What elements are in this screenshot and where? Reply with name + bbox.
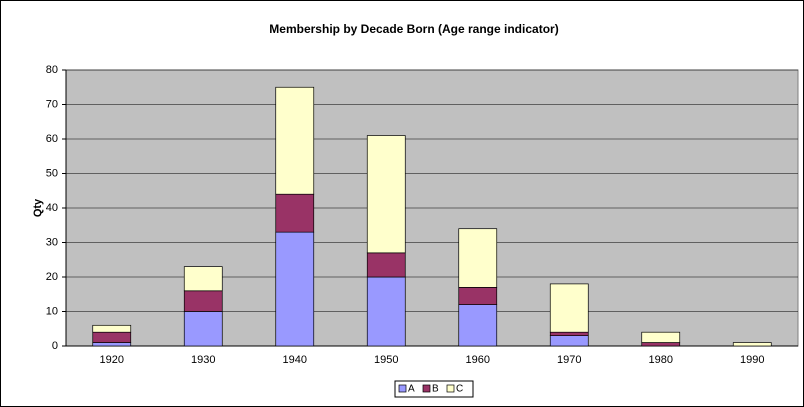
bar-segment [183,290,223,312]
bar-segment [366,276,406,347]
legend-label: C [456,384,463,395]
bar-segment [549,331,589,337]
y-axis-label: Qty [32,198,44,217]
legend-swatch [446,384,455,393]
bar-segment [732,342,772,347]
legend-swatch [422,384,431,393]
bar-segment [366,135,406,254]
bar-segment [549,283,589,333]
bar-segment [641,342,681,347]
y-tick-label: 50 [46,167,58,179]
bar-segment [275,86,315,195]
legend-label: B [432,384,439,395]
legend-swatch [398,384,407,393]
y-tick-label: 80 [46,64,58,76]
y-tick-label: 20 [46,271,58,283]
x-tick-label: 1970 [557,354,581,366]
x-tick-label: 1920 [100,354,124,366]
legend-label: A [408,384,415,395]
bar-segment [549,335,589,347]
x-tick-label: 1980 [649,354,673,366]
x-tick-label: 1950 [374,354,398,366]
bar-segment [458,228,498,288]
bar-segment [92,324,132,333]
y-tick-label: 60 [46,133,58,145]
y-tick-label: 40 [46,202,58,214]
bar-segment [183,311,223,347]
bar-segment [641,331,681,343]
chart-title: Membership by Decade Born (Age range ind… [269,22,558,36]
y-tick-label: 70 [46,98,58,110]
y-tick-label: 30 [46,236,58,248]
x-tick-label: 1990 [740,354,764,366]
bar-segment [92,331,132,343]
bar-segment [92,342,132,347]
bar-segment [458,287,498,305]
bar-segment [366,252,406,278]
bar-segment [275,231,315,347]
x-tick-label: 1940 [283,354,307,366]
y-tick-label: 10 [46,305,58,317]
y-tick-label: 0 [52,340,58,352]
x-tick-label: 1960 [466,354,490,366]
x-tick-label: 1930 [191,354,215,366]
bar-segment [275,193,315,233]
bar-segment [183,266,223,292]
bar-segment [458,304,498,347]
